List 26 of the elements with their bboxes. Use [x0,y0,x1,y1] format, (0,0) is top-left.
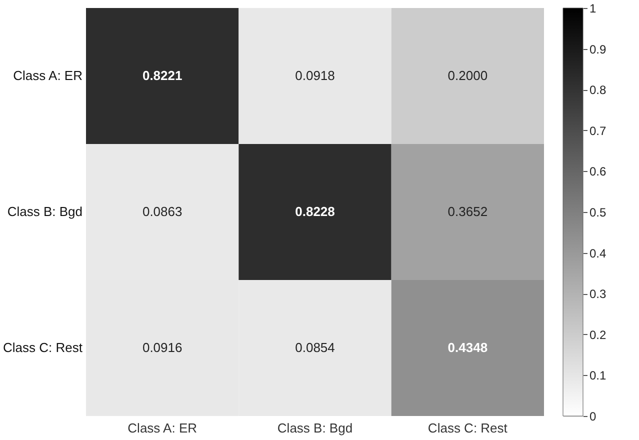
x-tick-label: Class A: ER [128,420,198,436]
data-label: 0.0863 [142,204,182,219]
y-tick-label: Class A: ER [13,68,82,83]
color-bar-label: 0.8 [590,83,607,98]
color-bar-label: 0.5 [590,206,607,220]
data-label: 0.0854 [295,340,335,355]
data-label: 0.8228 [295,204,335,219]
data-label: 0.4348 [448,340,488,355]
color-bar-label: 1 [590,2,596,16]
color-bar-label: 0.1 [590,368,607,383]
data-label: 0.2000 [448,68,488,83]
x-tick-label: Class C: Rest [428,420,508,436]
color-bar-label: 0.6 [590,164,607,179]
color-bar-label: 0.3 [590,287,607,302]
y-tick-label: Class C: Rest [3,340,83,355]
color-bar-label: 0.4 [590,246,607,260]
color-bar-label: 0.9 [590,42,607,56]
y-tick-label: Class B: Bgd [7,204,82,219]
x-tick-label: Class B: Bgd [277,420,353,436]
color-bar-label: 0.7 [590,124,607,138]
data-label: 0.8221 [142,68,182,83]
color-bar-label: 0.2 [590,328,607,342]
data-label: 0.0918 [295,68,335,83]
color-bar-label: 0 [590,410,596,424]
data-label: 0.3652 [448,204,488,219]
data-label: 0.0916 [142,340,182,355]
